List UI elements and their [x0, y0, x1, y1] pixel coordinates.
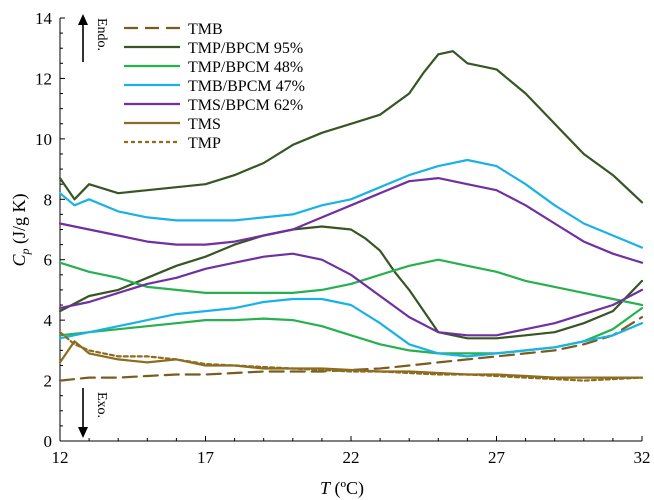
legend-label: TMS/BPCM 62% [188, 97, 303, 114]
series-line-7 [58, 177, 644, 264]
endo-label: Endo. [94, 18, 109, 51]
exo-arrow-head [78, 427, 88, 438]
series-line-0 [58, 316, 644, 382]
plot-lines [58, 50, 644, 382]
axes: 0 2 4 6 8 10 12 14 12 17 22 27 32 [35, 9, 651, 467]
legend-label: TMB/BPCM 47% [188, 78, 305, 95]
series-line-3 [58, 258, 644, 307]
y-tick-label: 14 [35, 9, 53, 28]
legend-label: TMP [188, 135, 221, 152]
legend-label: TMS [188, 116, 221, 133]
series-line-6 [58, 297, 644, 358]
series-line-10 [58, 331, 644, 382]
series-line-8 [58, 252, 644, 337]
series-line-1 [58, 50, 644, 204]
x-axis-title: T (ºC) [320, 478, 364, 499]
legend-label: TMP/BPCM 48% [188, 59, 303, 76]
y-tick-label: 0 [44, 432, 53, 451]
legend-label: TMP/BPCM 95% [188, 40, 303, 57]
x-tick-label: 32 [634, 448, 651, 467]
legend-label: TMB [188, 21, 223, 38]
x-tick-label: 22 [343, 448, 360, 467]
endo-arrow-head [78, 14, 88, 25]
x-tick-label: 17 [197, 448, 215, 467]
y-tick-label: 10 [35, 130, 52, 149]
y-tick-label: 4 [44, 311, 53, 330]
y-tick-label: 6 [44, 251, 53, 270]
series-line-2 [58, 225, 644, 340]
legend: TMB TMP/BPCM 95% TMP/BPCM 48% TMB/BPCM 47% T… [124, 21, 305, 152]
y-tick-label: 12 [35, 69, 52, 88]
x-tick-label: 27 [488, 448, 506, 467]
exo-label: Exo. [94, 392, 109, 418]
y-axis-title: Cp (J/g K) [9, 193, 32, 266]
annotations: Endo. Exo. [78, 14, 109, 438]
series-line-9 [58, 340, 644, 379]
y-tick-label: 8 [44, 190, 53, 209]
x-tick-label: 12 [52, 448, 69, 467]
series-line-5 [58, 158, 644, 249]
y-tick-label: 2 [44, 372, 53, 391]
